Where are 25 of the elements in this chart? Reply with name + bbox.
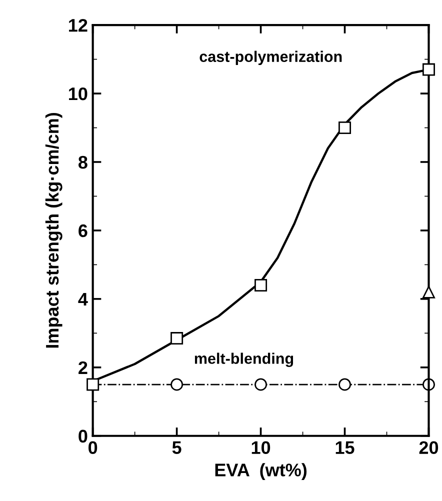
point [338, 122, 352, 134]
y-axis-title: Impact strength (kg·cm/cm) [45, 112, 62, 348]
y-tick-label: 10 [69, 87, 88, 100]
point [254, 278, 268, 292]
y-tick-label: 8 [78, 156, 88, 169]
x-tick-label: 20 [419, 441, 438, 454]
point [170, 378, 184, 391]
x-tick-label: 5 [172, 441, 182, 454]
x-tick-label: 0 [88, 441, 98, 454]
point [338, 378, 352, 391]
point [86, 378, 100, 391]
annotation: melt-blending [194, 352, 294, 368]
y-tick-label: 12 [69, 18, 88, 32]
y-tick-label: 0 [78, 430, 88, 443]
y-tick-label: 4 [78, 293, 88, 306]
x-tick-label: 15 [336, 441, 354, 454]
point [170, 332, 184, 345]
x-tick-label: 10 [252, 441, 270, 454]
x-axis-title: EVA (wt%) [215, 463, 307, 480]
y-tick-label: 6 [78, 224, 88, 238]
point [254, 378, 268, 391]
y-tick-label: 2 [78, 361, 88, 374]
point [422, 286, 435, 298]
annotation: cast-polymerization [200, 50, 342, 66]
point [422, 63, 435, 76]
